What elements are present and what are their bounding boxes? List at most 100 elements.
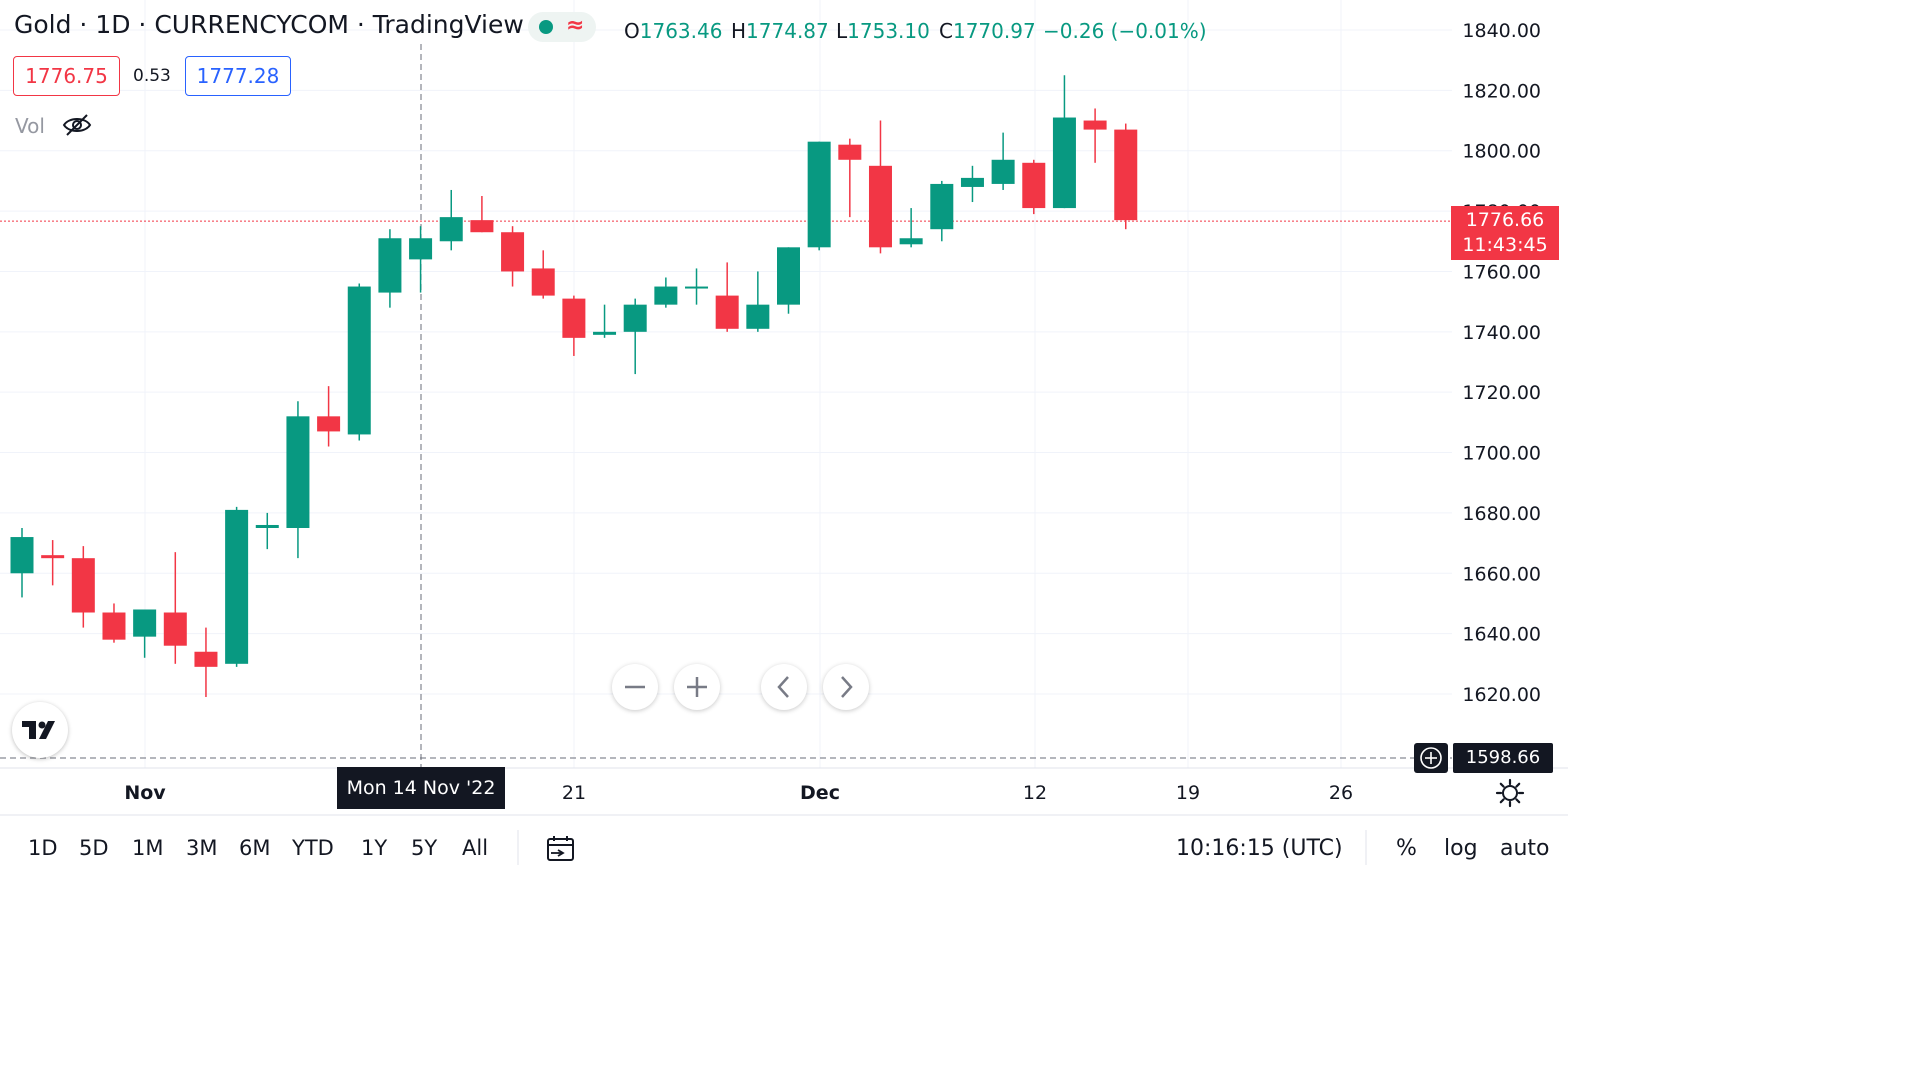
- price-tick-label: 1720.00: [1462, 382, 1541, 404]
- range-tab-5y[interactable]: 5Y: [411, 836, 438, 860]
- candle: [899, 208, 923, 248]
- candle-body: [133, 609, 157, 637]
- eye-slash-icon[interactable]: [62, 112, 92, 138]
- price-axis[interactable]: 1840.001820.001800.001780.001760.001740.…: [1462, 20, 1541, 706]
- candle-body: [71, 558, 95, 613]
- grid-lines: [0, 0, 1452, 768]
- candle-body: [10, 537, 34, 574]
- volume-indicator-label[interactable]: Vol: [15, 114, 45, 138]
- time-tick-label: 21: [562, 782, 586, 804]
- candle-body: [562, 298, 586, 338]
- price-tick-label: 1680.00: [1462, 503, 1541, 525]
- delayed-data-icon: ≈: [566, 13, 585, 38]
- range-tab-5d[interactable]: 5D: [79, 836, 109, 860]
- candle-body: [1114, 129, 1138, 221]
- candle-body: [501, 232, 525, 272]
- candle-body: [807, 141, 831, 248]
- ohlc-close: C1770.97: [939, 19, 1036, 43]
- candles-layer: [10, 75, 1138, 698]
- range-tab-all[interactable]: All: [462, 836, 489, 860]
- candle-body: [715, 295, 739, 329]
- scroll-right-button[interactable]: [823, 664, 869, 710]
- candle-body: [286, 416, 310, 528]
- candle-body: [1083, 120, 1107, 130]
- candle: [562, 295, 586, 356]
- candle: [409, 226, 433, 293]
- candle: [1052, 75, 1076, 209]
- candle: [960, 165, 984, 203]
- candle: [501, 226, 525, 287]
- chart-canvas[interactable]: 1840.001820.001800.001780.001760.001740.…: [0, 0, 1568, 869]
- candle-body: [102, 612, 126, 640]
- candle: [439, 189, 463, 251]
- time-tick-label: 26: [1329, 782, 1353, 804]
- candle: [807, 141, 831, 251]
- auto-scale-toggle[interactable]: auto: [1500, 836, 1550, 861]
- price-tick-label: 1660.00: [1462, 563, 1541, 585]
- ohlc-change: −0.26 (−0.01%): [1043, 19, 1207, 43]
- candle-body: [531, 268, 555, 296]
- calendar-range-icon[interactable]: [545, 834, 577, 864]
- scroll-right-icon: [841, 676, 853, 698]
- range-tab-3m[interactable]: 3M: [186, 836, 218, 860]
- candle-body: [623, 304, 647, 332]
- candle-body: [41, 555, 65, 559]
- candle: [133, 609, 157, 658]
- zoom-out-button[interactable]: [612, 664, 658, 710]
- range-tab-1m[interactable]: 1M: [132, 836, 164, 860]
- time-tick-label: 12: [1023, 782, 1047, 804]
- candle: [163, 552, 187, 664]
- candle: [71, 546, 95, 628]
- candle: [1022, 159, 1046, 215]
- add-alert-button[interactable]: [1414, 743, 1448, 773]
- range-tab-1d[interactable]: 1D: [28, 836, 58, 860]
- candle: [470, 196, 494, 233]
- candle: [10, 528, 34, 598]
- symbol-title[interactable]: Gold · 1D · CURRENCYCOM · TradingView: [14, 10, 524, 39]
- candle-body: [991, 159, 1015, 184]
- candle-body: [378, 238, 402, 293]
- scroll-left-button[interactable]: [761, 664, 807, 710]
- price-tick-label: 1800.00: [1462, 141, 1541, 163]
- log-scale-toggle[interactable]: log: [1444, 836, 1478, 861]
- zoom-in-icon: [687, 677, 707, 697]
- sell-price-button[interactable]: 1776.75: [13, 56, 120, 96]
- time-tick-label: 19: [1176, 782, 1200, 804]
- candle: [102, 603, 126, 643]
- tradingview-logo-icon[interactable]: [12, 702, 68, 758]
- price-tick-label: 1760.00: [1462, 261, 1541, 283]
- add-alert-icon: [1420, 747, 1442, 769]
- candle-body: [777, 247, 800, 305]
- ohlc-low: L1753.10: [836, 19, 930, 43]
- range-tab-ytd[interactable]: YTD: [292, 836, 334, 860]
- candle: [225, 506, 249, 667]
- price-tick-label: 1620.00: [1462, 684, 1541, 706]
- range-tab-1y[interactable]: 1Y: [361, 836, 388, 860]
- candle: [715, 262, 739, 332]
- price-tick-label: 1840.00: [1462, 20, 1541, 42]
- utc-clock[interactable]: 10:16:15 (UTC): [1176, 836, 1343, 861]
- ohlc-open: O1763.46: [624, 19, 723, 43]
- candle: [868, 120, 892, 254]
- candle: [1083, 108, 1107, 163]
- buy-price-button[interactable]: 1777.28: [185, 56, 291, 96]
- candle: [593, 304, 617, 338]
- current-price-tag: 1776.66 11:43:45: [1451, 206, 1559, 260]
- price-tick-label: 1740.00: [1462, 322, 1541, 344]
- candle: [317, 386, 341, 447]
- settings-gear-icon[interactable]: [1495, 778, 1525, 808]
- current-price-value: 1776.66: [1465, 209, 1545, 231]
- zoom-in-button[interactable]: [674, 664, 720, 710]
- candle-body: [685, 286, 709, 289]
- zoom-out-icon: [625, 685, 645, 689]
- candle: [194, 627, 218, 698]
- candle-body: [1052, 117, 1076, 209]
- candle-body: [470, 220, 494, 233]
- percent-scale-toggle[interactable]: %: [1396, 836, 1417, 861]
- crosshair-price-label: 1598.66: [1453, 743, 1553, 773]
- range-tab-6m[interactable]: 6M: [239, 836, 271, 860]
- market-open-dot-icon: [539, 20, 553, 34]
- time-axis[interactable]: Nov 21 Dec 12 19 26: [124, 782, 1353, 804]
- candle-body: [930, 183, 954, 230]
- candle: [930, 180, 954, 242]
